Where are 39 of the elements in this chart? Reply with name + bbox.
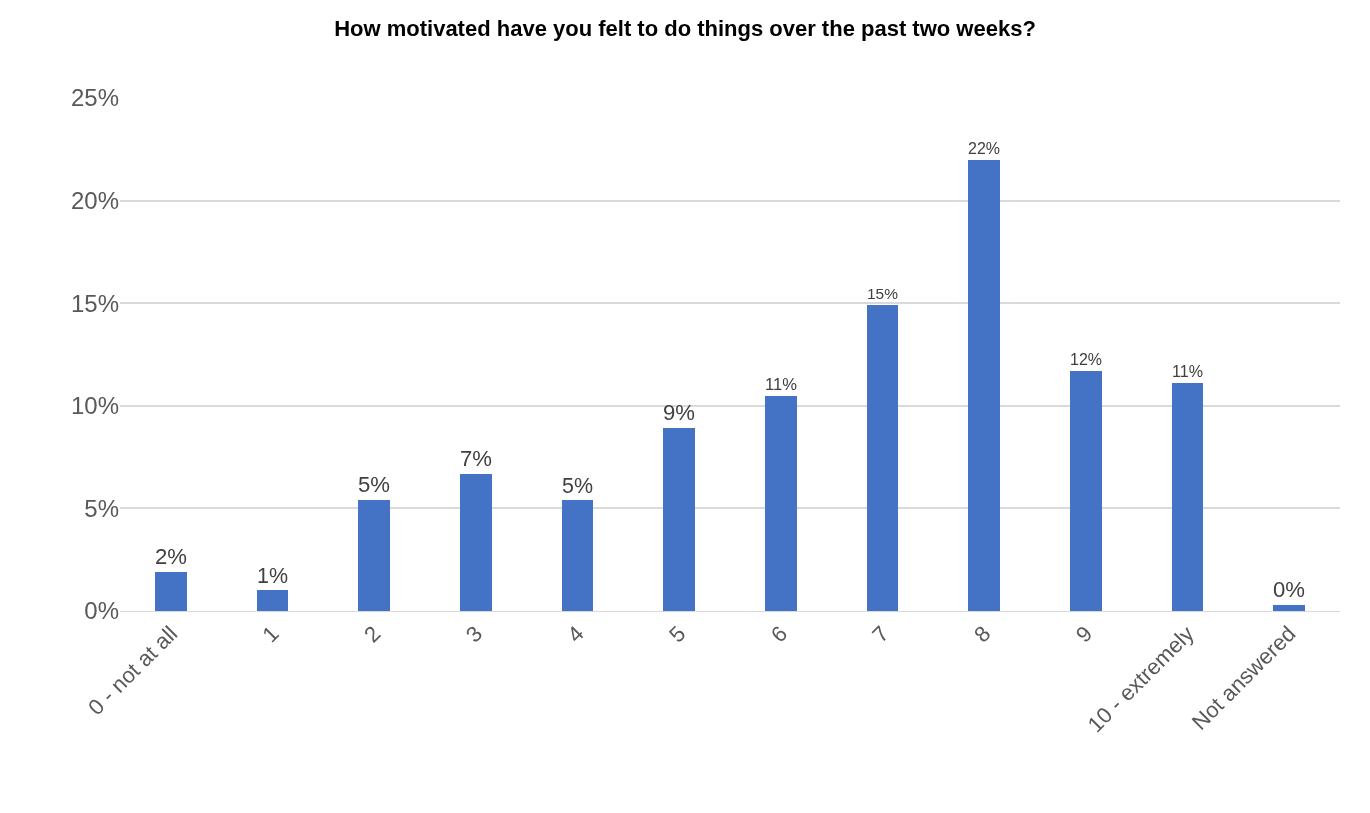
data-label: 2% — [155, 544, 187, 570]
bar — [663, 428, 695, 611]
data-label: 15% — [867, 284, 899, 302]
data-label: 9% — [663, 400, 695, 426]
data-label: 22% — [968, 139, 1000, 157]
data-label: 12% — [1070, 350, 1102, 368]
y-tick-label: 5% — [84, 494, 119, 522]
bar — [155, 572, 187, 611]
bar — [1070, 371, 1102, 611]
x-tick-label: 7 — [867, 621, 894, 648]
x-tick-label: 2 — [359, 621, 386, 648]
x-tick-label: 4 — [562, 621, 589, 648]
bar — [562, 500, 593, 611]
bar — [1172, 383, 1203, 611]
x-tick-label: 5 — [664, 621, 691, 648]
data-label: 1% — [257, 563, 288, 588]
y-tick-label: 10% — [70, 392, 119, 420]
x-tick-label: 1 — [257, 621, 284, 648]
bar — [968, 160, 1000, 611]
bar — [257, 590, 288, 611]
y-tick-label: 25% — [70, 84, 119, 112]
bar — [765, 396, 797, 611]
x-tick-label: 9 — [1070, 621, 1098, 648]
x-tick-label: 3 — [460, 621, 488, 648]
data-label: 11% — [765, 374, 798, 394]
chart-title: How motivated have you felt to do things over the past two weeks? — [334, 15, 1036, 41]
data-label: 5% — [358, 472, 390, 498]
data-label: 11% — [1172, 361, 1203, 380]
x-tick-label: 8 — [969, 621, 996, 648]
data-label: 0% — [1273, 577, 1305, 603]
x-tick-label: 6 — [765, 621, 793, 648]
bar — [1273, 605, 1305, 611]
bar — [867, 305, 898, 611]
data-label: 5% — [562, 473, 593, 498]
y-tick-label: 20% — [70, 187, 119, 214]
data-label: 7% — [460, 446, 492, 472]
y-tick-label: 15% — [70, 289, 119, 317]
bar — [460, 474, 492, 611]
bar — [358, 500, 390, 611]
